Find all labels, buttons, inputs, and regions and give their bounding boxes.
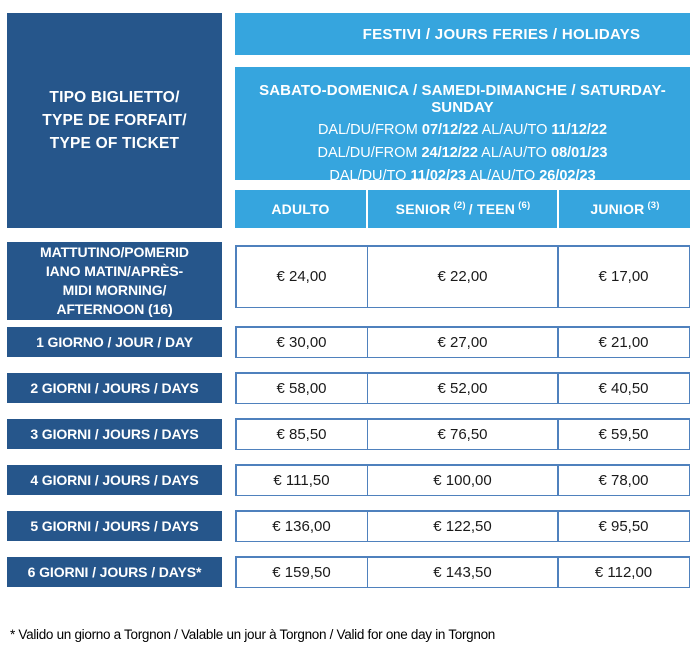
period-prefix: DAL/DU/FROM: [317, 145, 418, 161]
price-cell-r1-senior-teen: € 27,00: [368, 327, 557, 357]
period-box: SABATO-DOMENICA / SAMEDI-DIMANCHE / SATU…: [235, 67, 690, 184]
column-header-adulto: ADULTO: [235, 190, 366, 228]
period-date-from: 11/02/23: [410, 168, 467, 184]
period-date-from: 07/12/22: [421, 122, 479, 138]
price-cell-r2-senior-teen: € 52,00: [368, 373, 557, 403]
price-row-2-days: € 58,00 € 52,00 € 40,50: [235, 372, 690, 404]
ticket-type-header: TIPO BIGLIETTO/ TYPE DE FORFAIT/ TYPE OF…: [7, 13, 222, 228]
ticket-type-line-1: TIPO BIGLIETTO/: [49, 89, 180, 106]
column-header-label: SENIOR: [395, 201, 451, 217]
column-header-label: JUNIOR: [590, 201, 645, 217]
price-cell-r4-senior-teen: € 100,00: [368, 465, 557, 495]
column-header-senior-teen: SENIOR (2) / TEEN (6): [368, 190, 557, 228]
footnote: * Valido un giorno a Torgnon / Valable u…: [10, 627, 496, 642]
price-row-3-days: € 85,50 € 76,50 € 59,50: [235, 418, 690, 450]
price-cell-r6-adulto: € 159,50: [236, 557, 367, 587]
price-cell-r3-adulto: € 85,50: [236, 419, 367, 449]
row-label-morning-afternoon: MATTUTINO/POMERID IANO MATIN/APRÈS- MIDI…: [7, 242, 222, 320]
period-prefix: DAL/DU/TO: [329, 168, 407, 184]
period-date-to: 11/12/22: [551, 122, 608, 138]
row-label-4-days: 4 GIORNI / JOURS / DAYS: [7, 465, 222, 495]
ticket-type-line-3: TYPE OF TICKET: [49, 135, 180, 152]
price-row-4-days: € 111,50 € 100,00 € 78,00: [235, 464, 690, 496]
price-cell-r6-junior: € 112,00: [558, 557, 689, 587]
column-header-label: ADULTO: [271, 201, 330, 217]
ticket-type-line-2: TYPE DE FORFAIT/: [42, 112, 187, 129]
column-header-label: / TEEN: [468, 201, 516, 217]
column-headers-row: ADULTO SENIOR (2) / TEEN (6) JUNIOR (3): [235, 190, 690, 228]
price-row-morning-afternoon: € 24,00 € 22,00 € 17,00: [235, 245, 690, 308]
row-label-6-days: 6 GIORNI / JOURS / DAYS*: [7, 557, 222, 587]
price-row-1-day: € 30,00 € 27,00 € 21,00: [235, 326, 690, 358]
period-line-2: DAL/DU/FROM 24/12/22 AL/AU/TO 08/01/23: [235, 142, 690, 165]
row-label-2-days: 2 GIORNI / JOURS / DAYS: [7, 373, 222, 403]
price-cell-r4-adulto: € 111,50: [236, 465, 367, 495]
price-cell-r6-senior-teen: € 143,50: [368, 557, 557, 587]
row-label-3-days: 3 GIORNI / JOURS / DAYS: [7, 419, 222, 449]
row-label-5-days: 5 GIORNI / JOURS / DAYS: [7, 511, 222, 541]
period-mid: AL/AU/TO: [469, 168, 536, 184]
price-cell-r5-senior-teen: € 122,50: [368, 511, 557, 541]
price-cell-r2-junior: € 40,50: [558, 373, 689, 403]
row-label-1-day: 1 GIORNO / JOUR / DAY: [7, 327, 222, 357]
period-date-from: 24/12/22: [421, 145, 478, 161]
price-cell-r3-senior-teen: € 76,50: [368, 419, 557, 449]
price-cell-r1-junior: € 21,00: [558, 327, 689, 357]
holidays-banner: FESTIVI / JOURS FERIES / HOLIDAYS: [235, 13, 690, 55]
period-title: SABATO-DOMENICA / SAMEDI-DIMANCHE / SATU…: [259, 82, 666, 116]
price-cell-r1-adulto: € 30,00: [236, 327, 367, 357]
period-line-3: DAL/DU/TO 11/02/23 AL/AU/TO 26/02/23: [235, 165, 690, 188]
period-line-1: DAL/DU/FROM 07/12/22 AL/AU/TO 11/12/22: [235, 119, 690, 142]
price-cell-r5-adulto: € 136,00: [236, 511, 367, 541]
price-row-6-days: € 159,50 € 143,50 € 112,00: [235, 556, 690, 588]
column-header-junior: JUNIOR (3): [559, 190, 690, 228]
footnote-marker: (2): [453, 199, 466, 211]
price-cell-r0-junior: € 17,00: [558, 246, 689, 307]
period-date-to: 08/01/23: [551, 145, 608, 161]
period-prefix: DAL/DU/FROM: [317, 122, 418, 138]
period-mid: AL/AU/TO: [481, 122, 548, 138]
price-cell-r2-adulto: € 58,00: [236, 373, 367, 403]
period-mid: AL/AU/TO: [481, 145, 547, 161]
period-date-to: 26/02/23: [539, 168, 596, 184]
price-cell-r0-adulto: € 24,00: [236, 246, 367, 307]
price-cell-r5-junior: € 95,50: [558, 511, 689, 541]
price-row-5-days: € 136,00 € 122,50 € 95,50: [235, 510, 690, 542]
footnote-marker: (6): [518, 199, 531, 211]
price-cell-r4-junior: € 78,00: [558, 465, 689, 495]
price-cell-r3-junior: € 59,50: [558, 419, 689, 449]
footnote-marker: (3): [647, 199, 660, 211]
price-cell-r0-senior-teen: € 22,00: [368, 246, 557, 307]
